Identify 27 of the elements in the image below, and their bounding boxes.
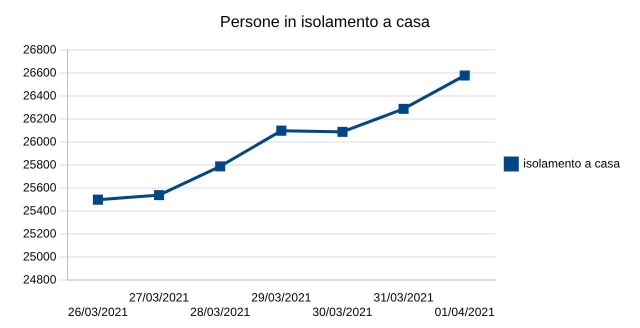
y-tick-label: 25400: [22, 204, 57, 218]
y-tick-label: 26400: [22, 88, 57, 103]
legend-label: isolamento a casa: [523, 156, 620, 170]
y-tick-label: 26000: [22, 134, 57, 149]
y-tick-label: 25200: [22, 226, 57, 241]
y-tick-label: 24800: [22, 272, 57, 287]
y-tick-label: 25600: [22, 180, 57, 195]
x-tick-label: 26/03/2021: [68, 305, 128, 320]
y-tick-label: 26200: [22, 112, 57, 126]
point: [92, 194, 103, 205]
y-tick-label: 26600: [22, 66, 57, 80]
chart-title: Persone in isolamento a casa: [220, 14, 430, 32]
point: [398, 104, 409, 114]
x-tick-label: 31/03/2021: [374, 290, 434, 305]
x-tick-label: 28/03/2021: [190, 305, 251, 320]
y-tick-label: 25800: [22, 158, 57, 172]
x-tick-label: 30/03/2021: [312, 305, 373, 320]
y-tick-label: 25000: [22, 250, 57, 264]
x-tick-label: 27/03/2021: [129, 290, 190, 305]
point: [154, 190, 164, 200]
point: [337, 126, 348, 137]
point: [276, 126, 286, 136]
y-tick-label: 26800: [22, 42, 57, 57]
x-tick-label: 29/03/2021: [251, 290, 312, 305]
point: [215, 161, 226, 172]
point: [460, 70, 470, 81]
x-tick-label: 01/04/2021: [434, 305, 496, 320]
